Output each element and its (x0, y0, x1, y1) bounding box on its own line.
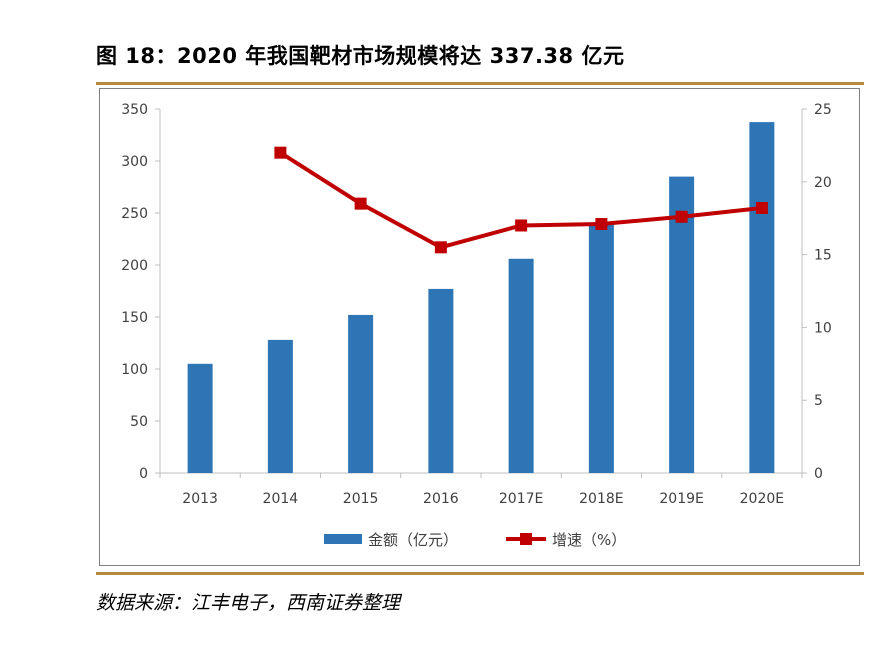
growth-point (675, 210, 688, 223)
y-left-tick-label: 250 (121, 206, 148, 222)
y-left-tick-label: 0 (139, 466, 148, 482)
x-tick-label: 2020E (740, 491, 784, 507)
figure-title: 图 18：2020 年我国靶材市场规模将达 337.38 亿元 (96, 44, 625, 68)
x-tick-label: 2018E (579, 491, 623, 507)
growth-point (354, 197, 367, 210)
y-right-tick-label: 25 (814, 102, 832, 118)
growth-point (274, 146, 287, 159)
legend-bar-swatch (324, 534, 362, 544)
y-right-tick-label: 15 (814, 248, 832, 264)
legend-bar-label: 金额（亿元） (368, 531, 458, 549)
bar (669, 176, 695, 473)
legend-line-marker (520, 533, 532, 545)
growth-point (515, 219, 528, 232)
x-tick-label: 2019E (659, 491, 703, 507)
legend: 金额（亿元） 增速（%） (324, 531, 626, 549)
bar (508, 258, 534, 473)
bar (187, 363, 213, 473)
growth-point (755, 202, 768, 215)
y-left-tick-label: 150 (121, 310, 148, 326)
x-tick-label: 2017E (499, 491, 543, 507)
x-tick-label: 2014 (263, 491, 299, 507)
x-tick-label: 2013 (182, 491, 218, 507)
growth-point (595, 218, 608, 231)
legend-line-label: 增速（%） (552, 531, 626, 549)
y-right-tick-label: 10 (814, 320, 832, 336)
chart-frame (99, 88, 860, 566)
chart-axes: 0 50 100 150 200 250 300 350 0 5 10 15 20 25 (121, 102, 832, 482)
y-right-tick-label: 5 (814, 393, 823, 409)
y-left-tick-label: 350 (121, 102, 148, 118)
bottom-rule (96, 572, 864, 575)
y-right-tick-label: 20 (814, 175, 832, 191)
y-left-tick-label: 100 (121, 362, 148, 378)
bar (348, 314, 374, 473)
bar (267, 339, 293, 473)
bar (588, 223, 614, 473)
x-tick-label: 2016 (423, 491, 459, 507)
y-left-tick-label: 200 (121, 258, 148, 274)
bar (428, 288, 454, 473)
bar (749, 122, 775, 473)
source-note: 数据来源：江丰电子，西南证券整理 (96, 592, 401, 614)
line-series (274, 146, 768, 254)
x-tick-label: 2015 (343, 491, 379, 507)
top-rule (96, 82, 864, 85)
y-right-tick-label: 0 (814, 466, 823, 482)
y-left-tick-label: 300 (121, 154, 148, 170)
bar-series (187, 122, 775, 473)
x-tick-labels: 2013 2014 2015 2016 2017E 2018E 2019E 2020E (182, 491, 784, 507)
y-left-tick-label: 50 (130, 414, 148, 430)
growth-point (434, 241, 447, 254)
